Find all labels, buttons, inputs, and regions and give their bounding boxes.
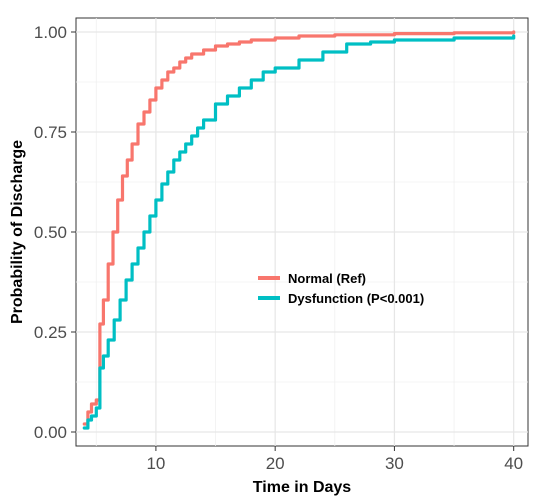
y-tick-label: 0.25 xyxy=(34,323,67,342)
x-tick-label: 30 xyxy=(385,454,404,473)
y-tick-label: 0.00 xyxy=(34,423,67,442)
series-lines xyxy=(82,30,516,430)
series-line-dysfunction xyxy=(82,34,516,430)
y-tick-label: 0.50 xyxy=(34,223,67,242)
x-tick-label: 40 xyxy=(504,454,523,473)
y-tick-label: 1.00 xyxy=(34,23,67,42)
y-tick-label: 0.75 xyxy=(34,123,67,142)
series-line-normal xyxy=(82,30,516,426)
x-tick-label: 20 xyxy=(266,454,285,473)
legend-label-dysfunction: Dysfunction (P<0.001) xyxy=(288,291,424,306)
axis-ticks: 10 20 30 40 0.00 0.25 0.50 0.75 1.00 xyxy=(34,23,523,473)
x-tick-label: 10 xyxy=(146,454,165,473)
x-axis-title: Time in Days xyxy=(253,479,352,496)
legend-label-normal: Normal (Ref) xyxy=(288,271,366,286)
y-axis-title: Probability of Discharge xyxy=(9,140,26,324)
legend: Normal (Ref) Dysfunction (P<0.001) xyxy=(258,271,424,306)
